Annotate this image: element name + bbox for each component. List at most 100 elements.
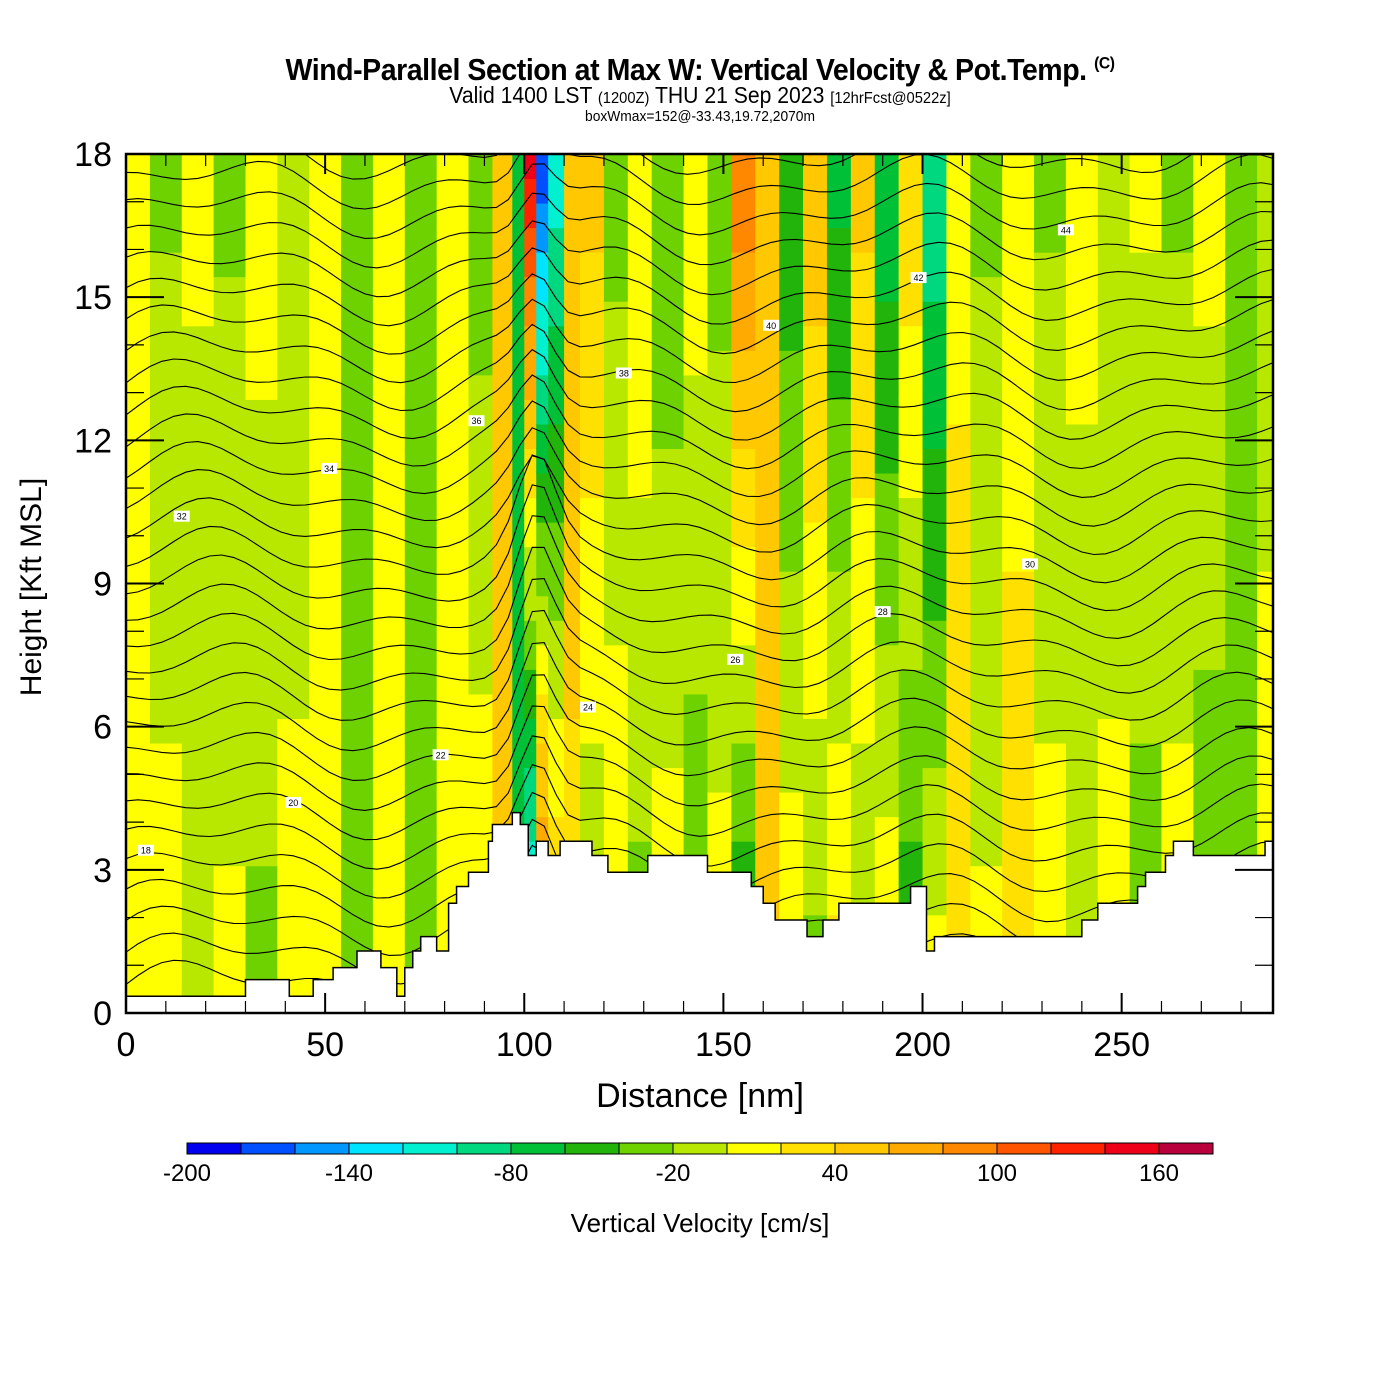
w-cell [1002,717,1035,744]
w-cell [683,202,709,229]
w-cell [1065,448,1099,474]
w-cell [1002,251,1035,278]
w-cell [755,276,780,302]
w-cell [603,374,629,400]
w-cell [922,791,948,818]
w-cell [277,276,310,302]
w-cell [850,767,876,793]
w-cell [707,398,732,425]
w-cell [1129,668,1163,695]
w-cell [372,644,406,670]
w-cell [580,767,605,793]
theta-contour-line [126,247,1273,327]
w-cell [1129,276,1163,302]
w-cell [970,644,1003,670]
w-cell [372,448,406,474]
w-cell [1161,202,1194,229]
w-cell [536,816,549,842]
colorbar-swatch [888,1142,944,1155]
w-cell [627,472,653,499]
w-cell [946,619,971,646]
w-cell [564,693,581,719]
w-cell [627,791,653,818]
svg-text:20: 20 [288,798,298,808]
w-cell [874,767,900,793]
w-cell [651,154,685,180]
colorbar-tick-label: -20 [656,1160,691,1187]
w-cell [627,693,653,719]
w-cell [1129,595,1163,621]
w-cell [1193,374,1226,400]
w-cell [826,251,852,278]
w-cell [755,374,780,400]
w-cell [1129,546,1163,572]
w-cell [524,791,537,818]
w-cell [755,202,780,229]
w-cell [436,546,470,572]
w-cell [492,595,513,621]
colorbar-tick-label: 40 [822,1160,849,1187]
w-cell [580,423,605,450]
w-cell [149,668,183,695]
w-cell [707,570,732,597]
w-cell [1065,472,1099,499]
w-cell [651,374,685,400]
w-cell [245,889,278,916]
w-cell [651,644,685,670]
w-cell [1161,251,1194,278]
w-cell [779,398,804,425]
w-cell [277,300,310,327]
colorbar-swatch [1050,1142,1106,1155]
colorbar-swatch [456,1142,512,1155]
w-cell [524,178,537,204]
w-cell [1161,497,1194,523]
w-cell [627,154,653,180]
w-cell [826,570,852,597]
w-cell [826,398,852,425]
w-cell [603,178,629,204]
w-cell [1097,325,1131,351]
w-cell [1225,178,1258,204]
theta-contour-line [126,323,1273,413]
w-cell [149,619,183,646]
w-cell [564,521,581,548]
w-cell [149,889,183,916]
w-cell [731,154,756,180]
w-cell [627,227,653,253]
w-cell [341,497,374,523]
theta-contour-label: 42 [910,272,927,284]
w-cell [1034,889,1067,916]
w-cell [1161,154,1194,180]
w-cell [1161,398,1194,425]
svg-text:42: 42 [914,273,924,283]
w-cell [970,840,1003,867]
w-cell [341,202,374,229]
w-cell [1161,521,1194,548]
w-cell [1097,644,1131,670]
w-cell [341,349,374,376]
w-cell [731,374,756,400]
w-cell [803,619,828,646]
w-cell [536,767,549,793]
w-cell [1065,497,1099,523]
w-cell [707,497,732,523]
w-cell [874,300,900,327]
w-cell [707,742,732,769]
w-cell [627,717,653,744]
w-cell [651,546,685,572]
w-cell [1034,865,1067,891]
w-cell [213,227,247,253]
w-cell [245,300,278,327]
w-cell [492,693,513,719]
w-cell [803,349,828,376]
w-cell [803,840,828,867]
w-cell [404,325,438,351]
w-cell [492,521,513,548]
w-cell [492,300,513,327]
w-cell [731,521,756,548]
w-cell [1225,251,1258,278]
w-cell [1257,644,1273,670]
w-cell [803,154,828,180]
w-cell [213,546,247,572]
w-cell [404,472,438,499]
